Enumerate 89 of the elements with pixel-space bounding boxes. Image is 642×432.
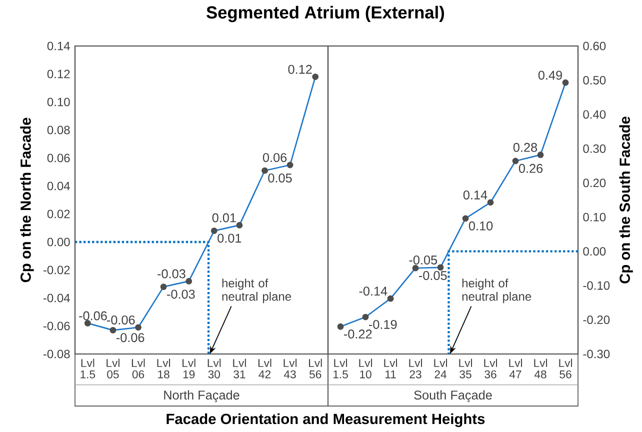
data-label: -0.19 bbox=[369, 320, 397, 329]
y-tick-label: -0.08 bbox=[43, 350, 70, 358]
point bbox=[135, 324, 142, 331]
y-tick-label: -0.06 bbox=[43, 322, 70, 330]
data-label: 0.01 bbox=[212, 213, 236, 222]
point bbox=[437, 264, 444, 271]
point bbox=[337, 323, 344, 330]
x-axis-title: North Façade bbox=[164, 390, 240, 402]
y2-tick-label: -0.30 bbox=[583, 350, 610, 358]
x-tick-label: Lvl 56 bbox=[559, 358, 572, 378]
data-label: -0.05 bbox=[409, 256, 438, 264]
data-label: 0.49 bbox=[538, 70, 562, 80]
y2-tick-label: 0.10 bbox=[583, 212, 606, 222]
x-tick-label: Lvl 11 bbox=[384, 358, 397, 378]
point bbox=[110, 326, 116, 334]
y-tick-label: 0.02 bbox=[47, 210, 70, 218]
point bbox=[210, 228, 218, 234]
data-label: -0.06 bbox=[79, 311, 107, 320]
x-tick-label: Lvl 10 bbox=[359, 358, 372, 378]
data-label: 0.28 bbox=[513, 142, 538, 152]
point bbox=[262, 167, 268, 174]
x-tick-label: Lvl 56 bbox=[309, 358, 322, 378]
x-tick-label: Lvl 24 bbox=[434, 358, 447, 378]
x-tick-label: Lvl 23 bbox=[409, 358, 422, 378]
point bbox=[312, 74, 319, 80]
x-tick-label: Lvl 36 bbox=[484, 358, 497, 378]
y2-tick-label: 0.30 bbox=[583, 144, 606, 153]
data-label: -0.06 bbox=[107, 315, 135, 324]
ref-line-label: height of neutral plane bbox=[222, 278, 292, 304]
point bbox=[537, 152, 544, 158]
data-label: 0.10 bbox=[468, 221, 493, 230]
data-label: 0.05 bbox=[268, 174, 292, 183]
data-label: -0.05 bbox=[419, 271, 447, 280]
point bbox=[512, 158, 519, 164]
chart-title: Segmented Atrium (External) bbox=[206, 6, 444, 22]
point bbox=[186, 278, 192, 284]
point bbox=[387, 295, 394, 302]
y2-tick-label: -0.10 bbox=[583, 281, 610, 290]
y-tick-label: 0.12 bbox=[47, 70, 70, 78]
ref-line-label: height of neutral plane bbox=[462, 278, 532, 304]
x-tick-label: Lvl 43 bbox=[284, 358, 297, 378]
point bbox=[236, 222, 243, 228]
x-tick-label: Lvl 47 bbox=[509, 358, 522, 378]
y-tick-label: 0.06 bbox=[47, 154, 70, 162]
x-tick-label: Lvl 30 bbox=[208, 358, 221, 378]
y-tick-label: -0.04 bbox=[43, 294, 70, 302]
point bbox=[362, 314, 369, 320]
data-label: -0.22 bbox=[344, 330, 372, 339]
y2-axis-title: Cp on the South Facade bbox=[619, 116, 633, 284]
x-tick-label: Lvl 1.5 bbox=[333, 358, 348, 378]
x-tick-label: Lvl 42 bbox=[258, 358, 272, 378]
x-tick-label: Lvl 18 bbox=[157, 358, 170, 378]
point bbox=[462, 215, 469, 222]
y-tick-label: 0.00 bbox=[47, 238, 70, 246]
data-label: 0.14 bbox=[463, 190, 488, 200]
text: Facade Orientation and Measurement Heights bbox=[166, 413, 485, 428]
point bbox=[286, 162, 294, 168]
point bbox=[160, 284, 167, 290]
point bbox=[487, 199, 494, 206]
x-tick-label: Lvl 1.5 bbox=[80, 358, 96, 378]
x-tick-label: Lvl 35 bbox=[459, 358, 472, 378]
y-tick-label: 0.04 bbox=[47, 182, 70, 190]
x-tick-label: Lvl 19 bbox=[182, 358, 196, 378]
y2-tick-label: 0.50 bbox=[583, 76, 606, 84]
point bbox=[412, 264, 419, 272]
y-tick-label: -0.02 bbox=[43, 266, 70, 274]
x-tick-label: Lvl 06 bbox=[132, 358, 145, 378]
y-tick-label: 0.14 bbox=[47, 42, 70, 50]
data-label: -0.03 bbox=[158, 269, 186, 278]
data-label: -0.06 bbox=[116, 333, 144, 342]
x-tick-label: Lvl 31 bbox=[233, 358, 246, 378]
y2-tick-label: 0.20 bbox=[583, 178, 606, 188]
y-tick-label: 0.08 bbox=[47, 126, 70, 134]
data-label: 0.06 bbox=[262, 153, 287, 162]
data-label: 0.26 bbox=[518, 164, 543, 173]
y2-tick-label: -0.20 bbox=[583, 316, 610, 324]
x-axis-title: South Façade bbox=[414, 390, 492, 402]
x-tick-label: Lvl 48 bbox=[534, 358, 547, 378]
data-label: 0.12 bbox=[288, 64, 312, 74]
y-axis-title: Cp on the North Facade bbox=[20, 118, 34, 282]
data-label: -0.14 bbox=[359, 286, 388, 296]
point bbox=[562, 79, 569, 86]
y2-tick-label: 0.60 bbox=[583, 42, 606, 50]
y2-tick-label: 0.40 bbox=[583, 110, 606, 119]
y-tick-label: 0.10 bbox=[47, 98, 70, 106]
data-label: 0.01 bbox=[218, 234, 242, 243]
y2-tick-label: 0.00 bbox=[583, 247, 606, 256]
x-tick-label: Lvl 05 bbox=[106, 358, 120, 378]
data-label: -0.03 bbox=[167, 290, 195, 299]
